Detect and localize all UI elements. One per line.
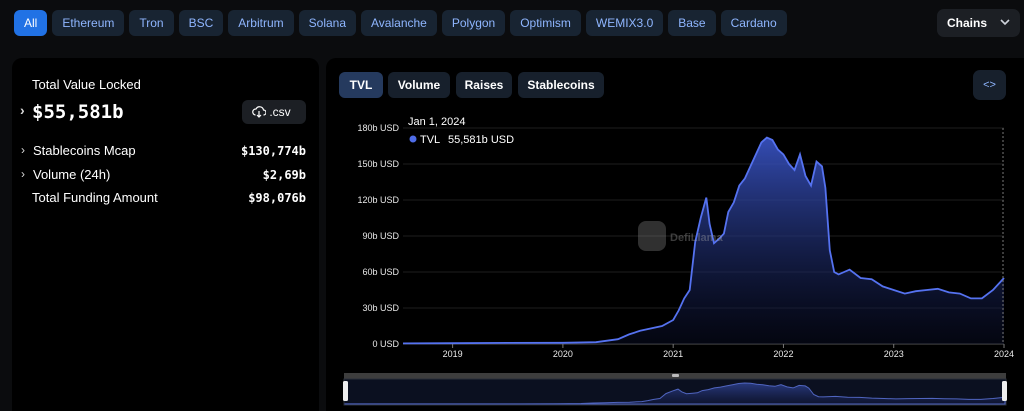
x-tick-label: 2023 (884, 349, 904, 359)
chain-chip-ethereum[interactable]: Ethereum (52, 10, 125, 36)
watermark-text: DefiLlama (670, 232, 723, 244)
tvl-expand-icon[interactable]: › (20, 102, 25, 118)
volume-value: $2,69b (262, 168, 306, 182)
tooltip-value: 55,581b USD (448, 134, 514, 146)
navigator-area (344, 382, 1006, 405)
stablecoins-value: $130,774b (240, 144, 306, 158)
chain-chip-optimism[interactable]: Optimism (510, 10, 581, 36)
chain-chip-wemix[interactable]: WEMIX3.0 (585, 10, 664, 36)
tab-raises[interactable]: Raises (456, 72, 512, 98)
tab-volume[interactable]: Volume (388, 72, 450, 98)
y-tick-label: 120b USD (357, 195, 399, 205)
chains-dropdown-label: Chains (947, 16, 988, 30)
x-tick-label: 2020 (553, 349, 573, 359)
x-tick-label: 2021 (663, 349, 683, 359)
volume-expand-icon[interactable]: › (21, 167, 25, 181)
stablecoins-expand-icon[interactable]: › (21, 143, 25, 157)
summary-panel: Total Value Locked › $55,581b .csv › Sta… (12, 58, 319, 411)
y-tick-label: 30b USD (362, 303, 399, 313)
chain-filter-bar: All Ethereum Tron BSC Arbitrum Solana Av… (14, 10, 787, 36)
tooltip-series-name: TVL (420, 134, 440, 146)
funding-value: $98,076b (248, 191, 306, 205)
y-tick-label: 150b USD (357, 159, 399, 169)
csv-download-button[interactable]: .csv (242, 100, 306, 124)
tooltip-series-dot (409, 135, 417, 143)
chart-panel: TVL Volume Raises Stablecoins <> (326, 58, 1024, 411)
range-handle-right[interactable] (1002, 381, 1007, 401)
stablecoins-label: Stablecoins Mcap (33, 143, 136, 158)
tvl-value: $55,581b (32, 101, 124, 123)
cloud-download-icon (252, 106, 267, 118)
chain-chip-tron[interactable]: Tron (129, 10, 174, 36)
tab-tvl[interactable]: TVL (339, 72, 383, 98)
chain-chip-avalanche[interactable]: Avalanche (361, 10, 437, 36)
y-tick-label: 60b USD (362, 267, 399, 277)
x-tick-label: 2024 (994, 349, 1014, 359)
chain-chip-all[interactable]: All (14, 10, 48, 36)
chains-dropdown[interactable]: Chains (937, 9, 1020, 37)
x-tick-label: 2022 (773, 349, 793, 359)
csv-label: .csv (269, 105, 291, 119)
tooltip-date: Jan 1, 2024 (408, 116, 466, 128)
code-icon: <> (983, 79, 996, 91)
defillama-watermark: DefiLlama (638, 221, 723, 251)
y-tick-label: 0 USD (372, 339, 399, 349)
y-tick-label: 180b USD (357, 123, 399, 133)
tvl-label: Total Value Locked (32, 77, 141, 92)
chain-chip-cardano[interactable]: Cardano (720, 10, 787, 36)
range-handle-left[interactable] (343, 381, 348, 401)
funding-label: Total Funding Amount (32, 190, 158, 205)
chain-chip-base[interactable]: Base (668, 10, 716, 36)
chain-chip-bsc[interactable]: BSC (178, 10, 224, 36)
tvl-line (402, 136, 1005, 345)
x-tick-label: 2019 (443, 349, 463, 359)
range-slider-grip-icon[interactable] (672, 374, 679, 377)
y-tick-label: 90b USD (362, 231, 399, 241)
chevron-down-icon (1000, 9, 1010, 49)
tab-stablecoins[interactable]: Stablecoins (518, 72, 604, 98)
chain-chip-solana[interactable]: Solana (298, 10, 357, 36)
chain-chip-arbitrum[interactable]: Arbitrum (228, 10, 294, 36)
chain-chip-polygon[interactable]: Polygon (441, 10, 506, 36)
volume-label: Volume (24h) (33, 167, 111, 182)
tvl-area (403, 137, 1004, 344)
embed-code-button[interactable]: <> (973, 70, 1006, 100)
